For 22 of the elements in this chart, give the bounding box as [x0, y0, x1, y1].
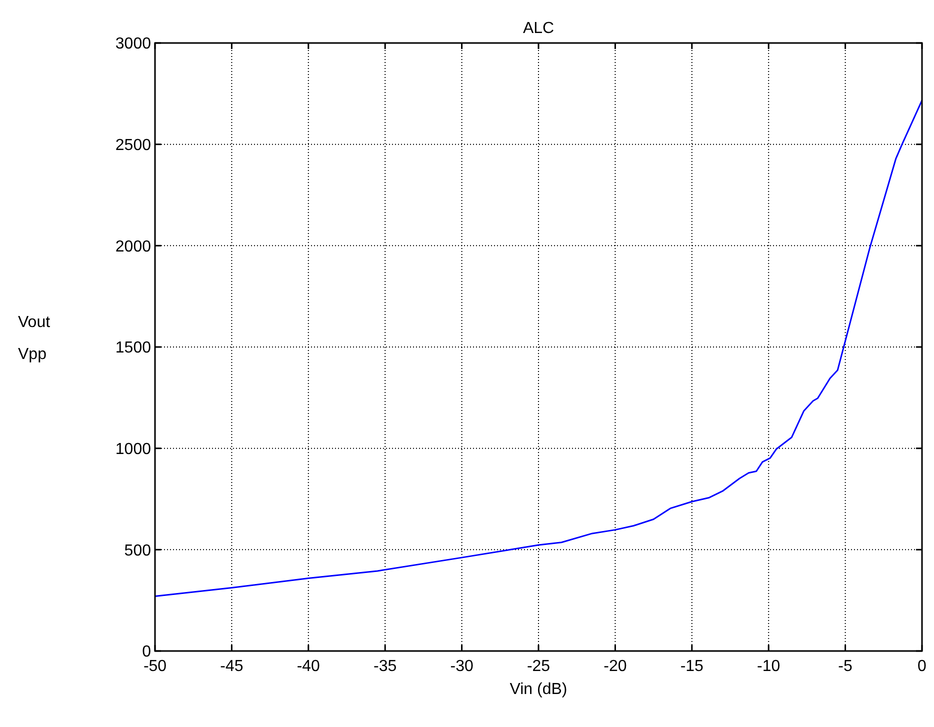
x-tick-label: 0	[918, 658, 927, 675]
x-tick-label: -50	[143, 658, 167, 675]
chart-title: ALC	[522, 20, 554, 37]
y-tick-label: 500	[124, 542, 152, 560]
x-tick-label: -35	[374, 658, 397, 675]
y-tick-label: 2000	[115, 238, 152, 256]
y-tick-label: 1000	[115, 440, 152, 458]
x-tick-label: -15	[680, 658, 704, 675]
x-tick-label: -10	[757, 658, 780, 675]
x-tick-label: -5	[838, 658, 853, 675]
line-series	[154, 100, 923, 598]
y-axis-title: Vout Vpp	[18, 314, 51, 363]
y-tick-label: 1500	[115, 340, 152, 357]
x-tick-label: -45	[220, 658, 244, 675]
x-axis-title: Vin (dB)	[510, 681, 568, 698]
y-tick-label: 3000	[115, 36, 152, 53]
x-tick-label: -25	[526, 658, 550, 675]
x-tick-label: -20	[604, 658, 627, 675]
x-tick-label: -30	[450, 658, 474, 675]
y-tick-label: 2500	[115, 136, 152, 154]
y-tick-label: 0	[142, 644, 152, 661]
x-tick-label: -40	[296, 658, 320, 675]
